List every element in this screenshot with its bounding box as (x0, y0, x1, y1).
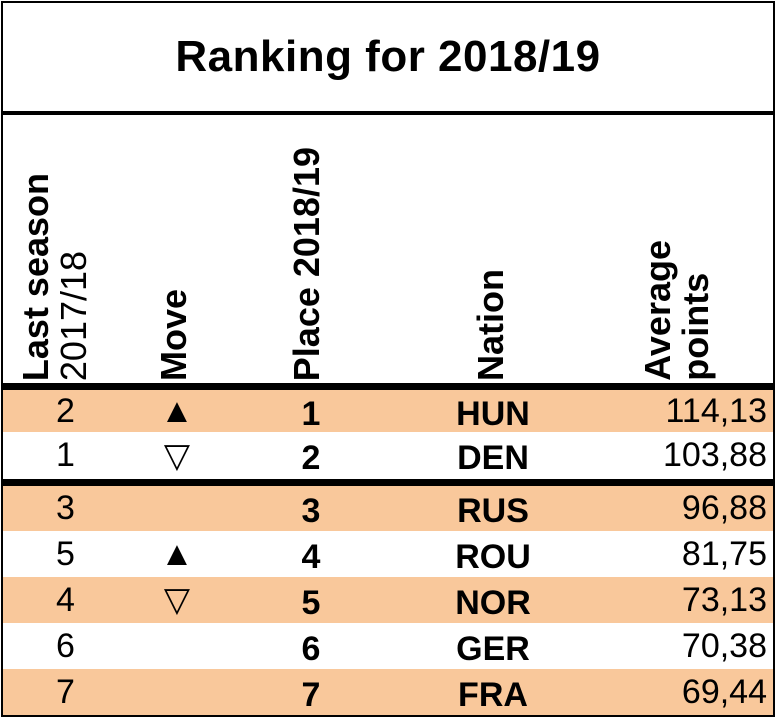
header-separator (3, 383, 773, 390)
header-average-points-line2: points (674, 273, 716, 381)
last-season-cell: 7 (56, 672, 75, 711)
nation-cell: RUS (457, 492, 529, 530)
column-headers: Last season 2017/18 Move Place 2018/19 N… (3, 115, 773, 383)
table-row: 4 ▽ 5 NOR 73,13 (3, 577, 773, 623)
points-cell: 96,88 (681, 489, 767, 527)
nation-cell: GER (456, 629, 530, 668)
points-cell: 69,44 (681, 672, 767, 711)
points-cell: 70,38 (681, 626, 767, 665)
move-up-icon: ▲ (160, 534, 194, 573)
table-title: Ranking for 2018/19 (175, 32, 601, 81)
move-cell (153, 623, 201, 669)
last-season-cell: 1 (56, 436, 75, 474)
last-season-cell: 3 (56, 489, 75, 527)
header-nation: Nation (470, 269, 511, 381)
move-down-icon: ▽ (163, 581, 191, 619)
points-cell: 73,13 (681, 580, 767, 619)
place-cell: 3 (301, 492, 321, 530)
place-cell: 5 (301, 583, 321, 622)
nation-cell: HUN (456, 394, 530, 433)
table-row: 7 7 FRA 69,44 (3, 669, 773, 715)
points-cell: 114,13 (665, 391, 767, 430)
header-last-season: Last season 2017/18 (15, 172, 94, 381)
table-row: 3 3 RUS 96,88 (3, 486, 773, 531)
table-row: 2 ▲ 1 HUN 114,13 (3, 390, 773, 433)
nation-cell: ROU (455, 537, 531, 576)
last-season-cell: 6 (56, 626, 75, 665)
last-season-cell: 2 (56, 391, 75, 430)
place-cell: 2 (301, 439, 321, 477)
place-cell: 6 (301, 629, 321, 668)
last-season-cell: 4 (56, 580, 75, 619)
last-season-cell: 5 (56, 534, 75, 573)
header-move: Move (153, 288, 194, 381)
nation-cell: FRA (458, 675, 528, 714)
table-row: 1 ▽ 2 DEN 103,88 (3, 432, 773, 479)
move-up-icon: ▲ (160, 391, 194, 430)
place-cell: 7 (301, 675, 321, 714)
nation-cell: DEN (457, 439, 529, 477)
header-average-points: Average points (637, 240, 716, 381)
points-cell: 103,88 (663, 436, 767, 474)
header-place: Place 2018/19 (286, 146, 327, 381)
nation-cell: NOR (455, 583, 531, 622)
table-row: 6 6 GER 70,38 (3, 623, 773, 669)
header-last-season-year: 2017/18 (52, 250, 94, 381)
move-down-icon: ▽ (163, 436, 191, 475)
place-cell: 1 (301, 394, 321, 433)
title-box: Ranking for 2018/19 (3, 3, 773, 111)
qualification-separator (3, 479, 773, 486)
header-last-season-title: Last season (15, 172, 56, 381)
place-cell: 4 (301, 537, 321, 576)
move-cell (153, 486, 201, 531)
points-cell: 81,75 (681, 534, 767, 573)
header-average-points-line1: Average (637, 240, 678, 381)
table-row: 5 ▲ 4 ROU 81,75 (3, 531, 773, 577)
move-cell (153, 669, 201, 715)
title-separator (3, 111, 773, 115)
